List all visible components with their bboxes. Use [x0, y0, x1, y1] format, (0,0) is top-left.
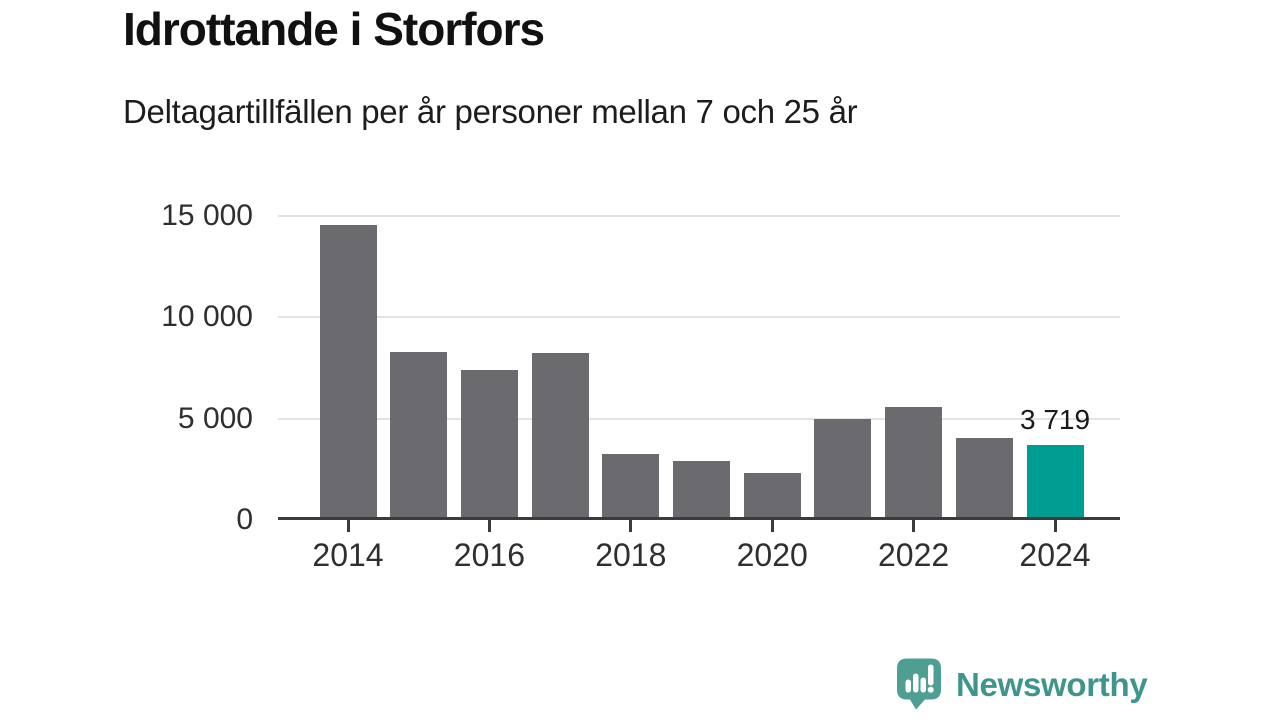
gridline-10000 — [278, 316, 1120, 319]
x-axis-tick-2014 — [346, 519, 350, 532]
bar-2020 — [743, 473, 801, 520]
gridline-5000 — [278, 417, 1120, 420]
x-axis-label-2020: 2020 — [736, 537, 808, 573]
x-axis-tick-2022 — [912, 519, 916, 532]
y-axis-label-5000: 5 000 — [177, 401, 253, 435]
x-axis-tick-2016 — [487, 519, 491, 532]
x-axis-tick-2024 — [1053, 519, 1057, 532]
logo-bar-chart-glyph — [905, 664, 934, 693]
chart-title: Idrottande i Storfors — [123, 3, 545, 55]
x-axis-tick-2020 — [770, 519, 774, 532]
y-axis-label-15000: 15 000 — [161, 199, 253, 232]
x-axis-tick-2018 — [629, 519, 633, 532]
bar-2015 — [390, 351, 448, 520]
brand-footer: Newsworthy — [897, 658, 1148, 711]
bar-2016 — [460, 370, 518, 520]
x-axis-line — [278, 517, 1120, 520]
bar-2014 — [319, 225, 377, 520]
bar-2024 — [1026, 444, 1084, 520]
x-axis-label-2014: 2014 — [312, 537, 384, 573]
x-axis-label-2018: 2018 — [595, 537, 667, 573]
x-axis-label-2024: 2024 — [1019, 537, 1091, 573]
bar-2023 — [955, 437, 1013, 520]
bar-2019 — [673, 461, 730, 520]
bar-2018 — [602, 454, 660, 520]
bar-2022 — [885, 407, 943, 520]
brand-name: Newsworthy — [956, 666, 1148, 703]
x-axis-label-2016: 2016 — [453, 537, 525, 573]
highlight-value-label: 3 719 — [1019, 403, 1091, 435]
gridline-15000 — [278, 215, 1120, 217]
bar-2017 — [531, 352, 589, 520]
x-axis-label-2022: 2022 — [878, 537, 950, 573]
y-axis-label-0: 0 — [236, 503, 253, 536]
chart-subtitle: Deltagartillfällen per år personer mella… — [123, 93, 858, 130]
y-axis-label-10000: 10 000 — [161, 300, 253, 334]
bar-chart-plot-area: 0 5 000 10 000 15 000 2014 2016 2018 2020 2022 20… — [161, 199, 1120, 573]
newsworthy-logo-icon — [897, 658, 941, 710]
bar-2021 — [814, 418, 872, 520]
